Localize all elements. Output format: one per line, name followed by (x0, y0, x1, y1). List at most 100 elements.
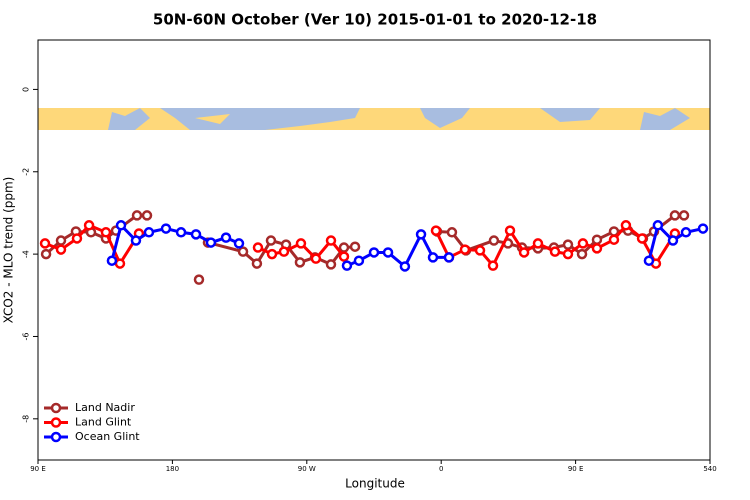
data-point (55, 244, 67, 255)
map-water (540, 108, 600, 122)
data-point (341, 260, 353, 271)
y-tick-label: -4 (22, 250, 31, 258)
data-point (143, 227, 155, 238)
map-land (195, 114, 230, 124)
data-point (220, 232, 232, 243)
data-point (338, 251, 350, 262)
data-point (518, 247, 530, 258)
map-water (160, 108, 360, 130)
data-point (106, 255, 118, 266)
y-tick-label: -8 (22, 415, 31, 423)
data-point (680, 227, 692, 238)
data-point (446, 227, 458, 238)
x-tick-label: 90 E (568, 465, 584, 473)
x-tick-label: 90 W (298, 465, 316, 473)
data-point (190, 229, 202, 240)
data-point (251, 258, 263, 269)
data-point (643, 255, 655, 266)
x-tick-label: 540 (703, 465, 716, 473)
data-point (636, 233, 648, 244)
data-point (652, 220, 664, 231)
data-point (562, 239, 574, 250)
data-point (459, 244, 471, 255)
data-point (252, 242, 264, 253)
data-point (620, 220, 632, 231)
y-axis-label: XCO2 - MLO trend (ppm) (2, 177, 16, 324)
chart-title: 50N-60N October (Ver 10) 2015-01-01 to 2… (153, 11, 597, 29)
data-point (278, 246, 290, 257)
map-water (108, 108, 150, 130)
data-point (294, 257, 306, 268)
data-point (382, 247, 394, 258)
data-point (295, 238, 307, 249)
data-point (160, 223, 172, 234)
data-point (678, 210, 690, 221)
series-line (110, 222, 240, 262)
data-point (39, 238, 51, 249)
series-line (207, 238, 356, 267)
data-point (504, 225, 516, 236)
data-point (237, 246, 249, 257)
map-water (640, 108, 690, 130)
data-point (175, 227, 187, 238)
legend-marker (50, 402, 62, 414)
data-point (55, 235, 67, 246)
data-point (577, 238, 589, 249)
data-point (115, 220, 127, 231)
x-tick-label: 0 (439, 465, 443, 473)
data-point (488, 235, 500, 246)
map-band (38, 108, 710, 130)
data-point (205, 237, 217, 248)
data-point (399, 261, 411, 272)
data-point (591, 243, 603, 254)
data-point (549, 246, 561, 257)
map-water (420, 108, 470, 128)
data-point (576, 248, 588, 260)
plot-frame (37, 39, 711, 461)
legend-marker (50, 417, 62, 428)
data-point (487, 260, 499, 271)
data-point (430, 225, 442, 236)
data-point (669, 210, 681, 221)
y-tick-label: 0 (22, 87, 31, 92)
data-point (353, 255, 365, 266)
data-point (325, 259, 337, 270)
data-point (368, 247, 380, 258)
data-point (697, 223, 709, 234)
data-point (591, 234, 603, 245)
data-point (532, 238, 544, 249)
legend-label: Land Glint (75, 416, 132, 429)
data-point (667, 235, 679, 246)
data-point (349, 241, 361, 252)
data-point (40, 248, 52, 260)
data-point (474, 245, 486, 256)
data-point (83, 220, 95, 231)
data-point (71, 233, 83, 244)
data-point (415, 229, 427, 240)
data-point (130, 235, 142, 246)
data-point (265, 235, 277, 246)
x-tick-label: 90 E (30, 465, 46, 473)
data-point (141, 210, 153, 221)
legend-label: Land Nadir (75, 401, 135, 414)
data-point (562, 248, 574, 260)
data-point (427, 252, 439, 263)
data-point (233, 238, 245, 249)
data-point (338, 242, 350, 253)
data-point (608, 234, 620, 245)
data-point (193, 274, 205, 285)
x-axis-label: Longitude (345, 477, 405, 491)
data-point (443, 252, 455, 263)
legend-label: Ocean Glint (75, 430, 140, 443)
data-point (100, 227, 112, 238)
data-point (266, 248, 278, 260)
legend-marker (50, 431, 62, 443)
data-point (325, 235, 337, 246)
y-tick-label: -2 (22, 168, 31, 176)
data-point (114, 258, 126, 269)
data-point (131, 210, 143, 221)
data-point (310, 253, 322, 264)
x-tick-label: 180 (166, 465, 179, 473)
y-tick-label: -6 (22, 332, 31, 340)
